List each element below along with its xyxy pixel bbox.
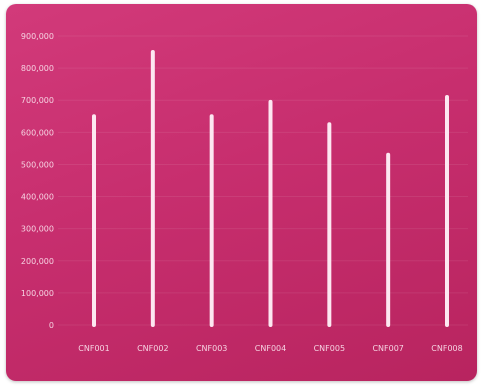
y-tick-label: 400,000: [21, 193, 54, 202]
x-tick-label: CNF005: [314, 344, 345, 353]
y-tick-label: 300,000: [21, 225, 54, 234]
y-tick-label: 500,000: [21, 160, 54, 169]
x-tick-label: CNF008: [431, 344, 462, 353]
y-tick-label: 0: [49, 321, 54, 330]
y-tick-label: 600,000: [21, 128, 54, 137]
y-tick-label: 700,000: [21, 96, 54, 105]
y-tick-label: 900,000: [21, 32, 54, 41]
chart-card: 0 100,000 200,000 300,000 400,000 500,000 600,…: [6, 4, 477, 381]
x-tick-label: CNF001: [78, 344, 109, 353]
y-tick-label: 200,000: [21, 257, 54, 266]
x-tick-label: CNF003: [196, 344, 227, 353]
y-tick-label: 100,000: [21, 289, 54, 298]
x-tick-label: CNF002: [137, 344, 168, 353]
x-tick-label: CNF004: [255, 344, 286, 353]
y-tick-label: 800,000: [21, 64, 54, 73]
x-tick-label: CNF007: [372, 344, 403, 353]
bar-chart: 0 100,000 200,000 300,000 400,000 500,000 600,…: [21, 32, 468, 353]
